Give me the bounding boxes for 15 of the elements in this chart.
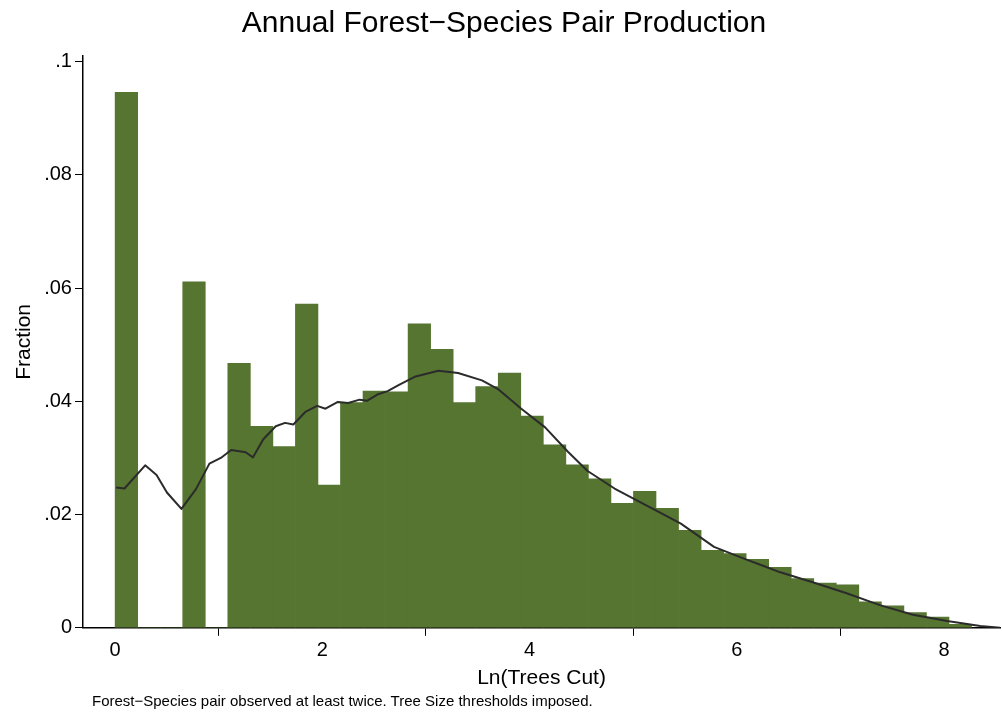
x-axis-title: Ln(Trees Cut) [477, 665, 606, 689]
x-tick-label: 0 [109, 638, 121, 661]
text: Forest−Species pair observed at least twice. Tree Size thresholds imposed. [92, 692, 593, 709]
chart-title: Annual Forest−Species Pair Production [241, 5, 767, 39]
x-tick-label: 6 [731, 638, 743, 661]
y-tick-label: .1 [55, 49, 72, 72]
x-tick-label: 2 [316, 638, 328, 661]
y-tick-label: .06 [44, 275, 72, 298]
x-tick-label: 8 [938, 638, 950, 661]
y-tick-label: .08 [44, 162, 72, 185]
y-axis-title: Fraction [11, 303, 35, 380]
y-tick-label: .04 [44, 388, 72, 411]
y-tick-label: 0 [60, 615, 72, 638]
x-tick-label: 4 [524, 638, 536, 661]
y-tick-label: .02 [44, 502, 72, 525]
